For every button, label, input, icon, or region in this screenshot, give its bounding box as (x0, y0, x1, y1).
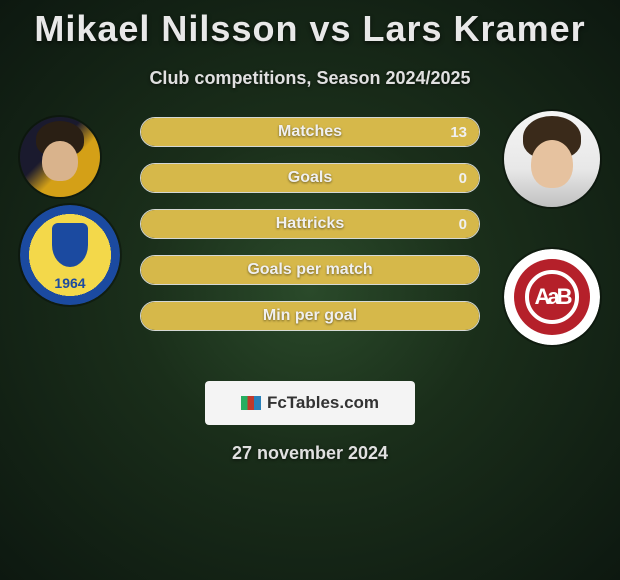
date-label: 27 november 2024 (0, 443, 620, 464)
stat-label: Goals per match (141, 256, 479, 284)
stat-label: Min per goal (141, 302, 479, 330)
page-title: Mikael Nilsson vs Lars Kramer (0, 0, 620, 50)
stat-label: Hattricks (141, 210, 479, 238)
stat-label: Goals (141, 164, 479, 192)
stat-label: Matches (141, 118, 479, 146)
stat-value-right: 0 (447, 210, 479, 238)
stat-row: Matches13 (140, 117, 480, 147)
right-club-badge: AaB (504, 249, 600, 345)
brand-badge[interactable]: FcTables.com (205, 381, 415, 425)
stat-row: Min per goal (140, 301, 480, 331)
brand-label: FcTables.com (267, 393, 379, 413)
right-club-mono: AaB (504, 249, 600, 345)
comparison-region: 1964 AaB Matches13Goals0Hattricks0Goals … (0, 117, 620, 377)
stats-list: Matches13Goals0Hattricks0Goals per match… (140, 117, 480, 347)
stat-value-right: 0 (447, 164, 479, 192)
subtitle: Club competitions, Season 2024/2025 (0, 68, 620, 89)
stat-row: Hattricks0 (140, 209, 480, 239)
stat-row: Goals per match (140, 255, 480, 285)
stat-value-right: 13 (438, 118, 479, 146)
left-club-year: 1964 (20, 275, 120, 291)
stat-row: Goals0 (140, 163, 480, 193)
chart-icon (241, 396, 261, 410)
left-player-avatar (20, 117, 100, 197)
left-club-badge: 1964 (20, 205, 120, 305)
right-player-avatar (504, 111, 600, 207)
